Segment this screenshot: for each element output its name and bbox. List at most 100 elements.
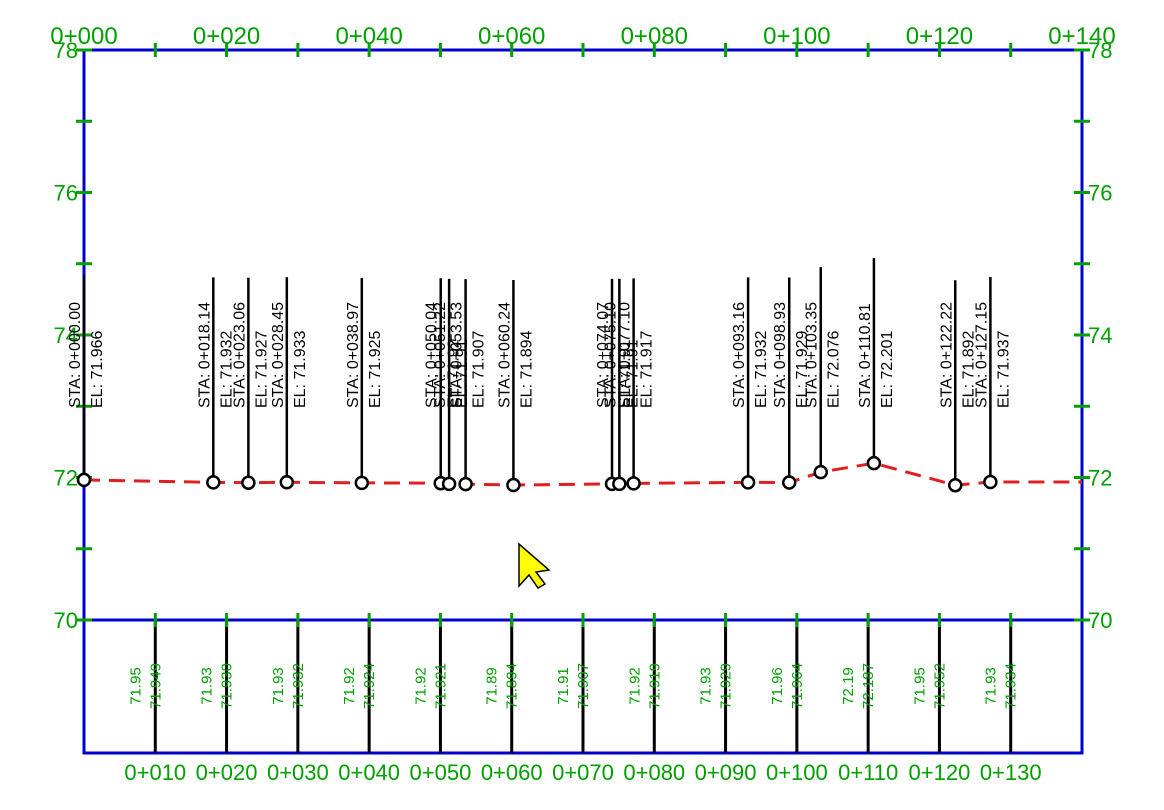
station-label: STA: 0+093.16 xyxy=(731,302,748,408)
mouse-pointer-icon xyxy=(518,542,551,589)
band-label-rounded: 71.92 xyxy=(412,667,429,705)
band-station-label: 0+120 xyxy=(909,760,971,785)
station-point xyxy=(813,464,828,480)
station-label: STA: 0+122.22 xyxy=(938,302,955,408)
station-markers: STA: 0+000.00 EL: 71.966 STA: 0+018.14 EL: … xyxy=(67,258,1012,486)
station-point xyxy=(506,477,521,493)
station-label: STA: 0+075.10 xyxy=(602,302,619,408)
station-label: STA: 0+018.14 xyxy=(196,302,213,408)
station-label: STA: 0+051.22 xyxy=(432,302,449,408)
y-tick-label-left: 70 xyxy=(54,608,78,633)
station-point xyxy=(354,475,370,491)
band-station-label: 0+080 xyxy=(623,760,685,785)
station-label: STA: 0+074.07 xyxy=(595,302,612,408)
station-label: STA: 0+050.04 xyxy=(424,302,441,408)
station-point xyxy=(866,455,882,471)
band-station-label: 0+060 xyxy=(481,760,543,785)
station-point xyxy=(76,472,92,488)
band-label-exact: 71.949 xyxy=(147,663,164,709)
station-label: STA: 0+098.93 xyxy=(772,302,789,408)
station-label: STA: 0+110.81 xyxy=(857,303,874,408)
station-point xyxy=(441,476,457,492)
cursor-arrow xyxy=(518,542,551,589)
x-tick-label-top: 0+060 xyxy=(478,23,545,50)
band-station-label: 0+090 xyxy=(695,760,757,785)
band-label-exact: 71.929 xyxy=(718,663,735,709)
band-station-label: 0+110 xyxy=(838,760,898,785)
station-point xyxy=(279,475,295,490)
band-station-label: 0+070 xyxy=(552,760,614,785)
station-point xyxy=(781,475,797,490)
band-label-rounded: 71.95 xyxy=(127,667,144,705)
band-label-exact: 71.921 xyxy=(432,663,449,709)
profile-polyline xyxy=(83,461,1082,487)
band-station-label: 0+100 xyxy=(766,760,828,785)
band-label-rounded: 71.96 xyxy=(769,667,786,705)
band-label-rounded: 71.95 xyxy=(911,667,928,705)
y-tick-label-right: 72 xyxy=(1088,466,1112,491)
band-station-label: 0+030 xyxy=(267,760,329,785)
band-station-label: 0+010 xyxy=(124,760,186,785)
station-point xyxy=(626,476,641,491)
station-point xyxy=(458,476,473,492)
station-label: STA: 0+023.06 xyxy=(231,302,248,408)
x-tick-label-top: 0+140 xyxy=(1048,23,1115,50)
x-tick-label-top: 0+040 xyxy=(335,23,402,50)
station-label: STA: 0+077.10 xyxy=(617,302,634,408)
station-point xyxy=(206,475,221,490)
elevation-label: EL: 72.076 xyxy=(826,331,843,409)
band-label-rounded: 71.93 xyxy=(270,667,287,705)
y-tick-label-right: 74 xyxy=(1088,323,1112,348)
elevation-label: EL: 71.933 xyxy=(292,331,309,409)
x-tick-label-top: 0+080 xyxy=(621,23,688,50)
station-label: STA: 0+000.00 xyxy=(67,302,84,408)
band-label-rounded: 71.93 xyxy=(983,667,1000,705)
elevation-label: EL: 71.907 xyxy=(471,331,488,408)
y-tick-label-right: 70 xyxy=(1088,608,1112,633)
station-point xyxy=(948,477,963,493)
y-tick-label-left: 72 xyxy=(54,466,78,491)
x-tick-label-top: 0+120 xyxy=(906,23,973,50)
band-station-label: 0+130 xyxy=(980,760,1042,785)
y-tick-label-right: 76 xyxy=(1088,181,1112,206)
band-label-exact: 71.934 xyxy=(1003,663,1020,709)
band-label-exact: 71.964 xyxy=(789,663,806,709)
band-station-label: 0+020 xyxy=(196,760,258,785)
elevation-label: EL: 71.929 xyxy=(794,331,811,409)
band-label-rounded: 71.92 xyxy=(341,667,358,705)
band-station-label: 0+040 xyxy=(338,760,400,785)
band-label-exact: 71.894 xyxy=(504,663,521,709)
x-tick-label-top: 0+100 xyxy=(763,23,830,50)
band-label-rounded: 71.93 xyxy=(698,667,715,705)
band-label-rounded: 71.89 xyxy=(484,667,501,705)
elevation-label: EL: 71.925 xyxy=(367,331,384,409)
elevation-label: EL: 71.966 xyxy=(89,331,106,409)
band-label-exact: 71.952 xyxy=(931,663,948,709)
elevation-label: EL: 71.917 xyxy=(639,331,656,409)
elevation-label: EL: 71.892 xyxy=(960,331,977,409)
axis-ticks xyxy=(76,43,1090,627)
y-tick-label-left: 74 xyxy=(54,323,78,348)
station-label: STA: 0+053.53 xyxy=(449,302,466,408)
elevation-label: EL: 71.91 xyxy=(617,339,634,408)
band-label-rounded: 71.91 xyxy=(555,667,572,705)
station-label: STA: 0+028.45 xyxy=(270,302,287,408)
band-label-exact: 71.930 xyxy=(219,663,236,709)
x-tick-label-top: 0+000 xyxy=(50,23,117,50)
band-label-exact: 71.924 xyxy=(361,663,378,709)
x-tick-label-top: 0+020 xyxy=(193,23,260,50)
band-label-exact: 71.907 xyxy=(575,663,592,709)
band-label-exact: 71.932 xyxy=(290,663,307,709)
y-tick-label-left: 78 xyxy=(54,38,78,63)
station-point xyxy=(612,476,627,492)
station-point xyxy=(740,475,756,490)
band-label-exact: 72.187 xyxy=(860,663,877,709)
elevation-label: EL: 71.932 xyxy=(753,331,770,409)
elevation-label: EL: 71.927 xyxy=(253,331,270,409)
y-tick-label-left: 76 xyxy=(54,181,78,206)
ground-profile-line xyxy=(76,455,1082,493)
band-label-rounded: 71.92 xyxy=(626,667,643,705)
